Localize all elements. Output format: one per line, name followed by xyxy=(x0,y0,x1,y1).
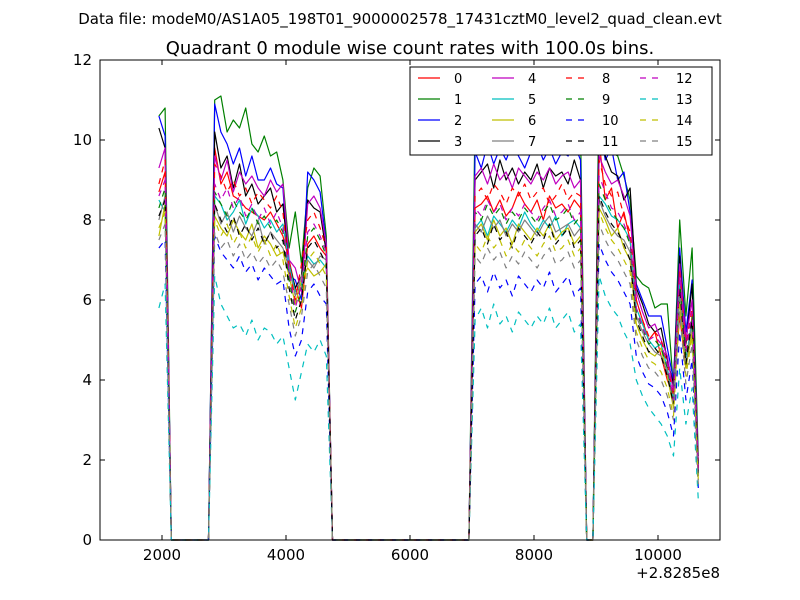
series-line-13 xyxy=(158,275,699,541)
chart-title: Quadrant 0 module wise count rates with … xyxy=(166,38,655,59)
y-tick-label: 0 xyxy=(82,531,92,549)
y-tick-label: 8 xyxy=(82,211,92,229)
y-tick-label: 2 xyxy=(82,451,92,469)
legend-label-1: 1 xyxy=(454,93,462,108)
legend-label-8: 8 xyxy=(602,72,610,87)
y-tick-label: 12 xyxy=(73,51,92,69)
x-offset-label: +2.8285e8 xyxy=(636,564,720,582)
legend-label-5: 5 xyxy=(528,93,536,108)
legend-label-12: 12 xyxy=(676,72,693,87)
figure-suptitle: Data file: modeM0/AS1A05_198T01_90000025… xyxy=(78,10,722,29)
x-tick-label: 6000 xyxy=(391,546,429,564)
y-tick-label: 10 xyxy=(73,131,92,149)
x-axis: 2000 4000 6000 8000 10000 xyxy=(143,60,682,564)
y-tick-label: 4 xyxy=(82,371,92,389)
legend-label-10: 10 xyxy=(602,114,619,129)
x-tick-label: 8000 xyxy=(515,546,553,564)
legend-label-15: 15 xyxy=(676,135,693,150)
y-tick-label: 6 xyxy=(82,291,92,309)
x-tick-label: 4000 xyxy=(267,546,305,564)
legend-label-11: 11 xyxy=(602,135,619,150)
legend-label-6: 6 xyxy=(528,114,536,129)
legend-label-9: 9 xyxy=(602,93,610,108)
series-line-15 xyxy=(158,223,699,541)
x-tick-label: 10000 xyxy=(634,546,682,564)
legend-label-2: 2 xyxy=(454,114,462,129)
legend-label-14: 14 xyxy=(676,114,693,129)
legend-label-4: 4 xyxy=(528,72,536,87)
legend-box xyxy=(409,66,713,156)
legend-label-7: 7 xyxy=(528,135,536,150)
legend-label-13: 13 xyxy=(676,93,693,108)
legend-label-3: 3 xyxy=(454,135,462,150)
series-line-9 xyxy=(158,183,699,541)
x-tick-label: 2000 xyxy=(143,546,181,564)
legend-label-0: 0 xyxy=(454,72,462,87)
